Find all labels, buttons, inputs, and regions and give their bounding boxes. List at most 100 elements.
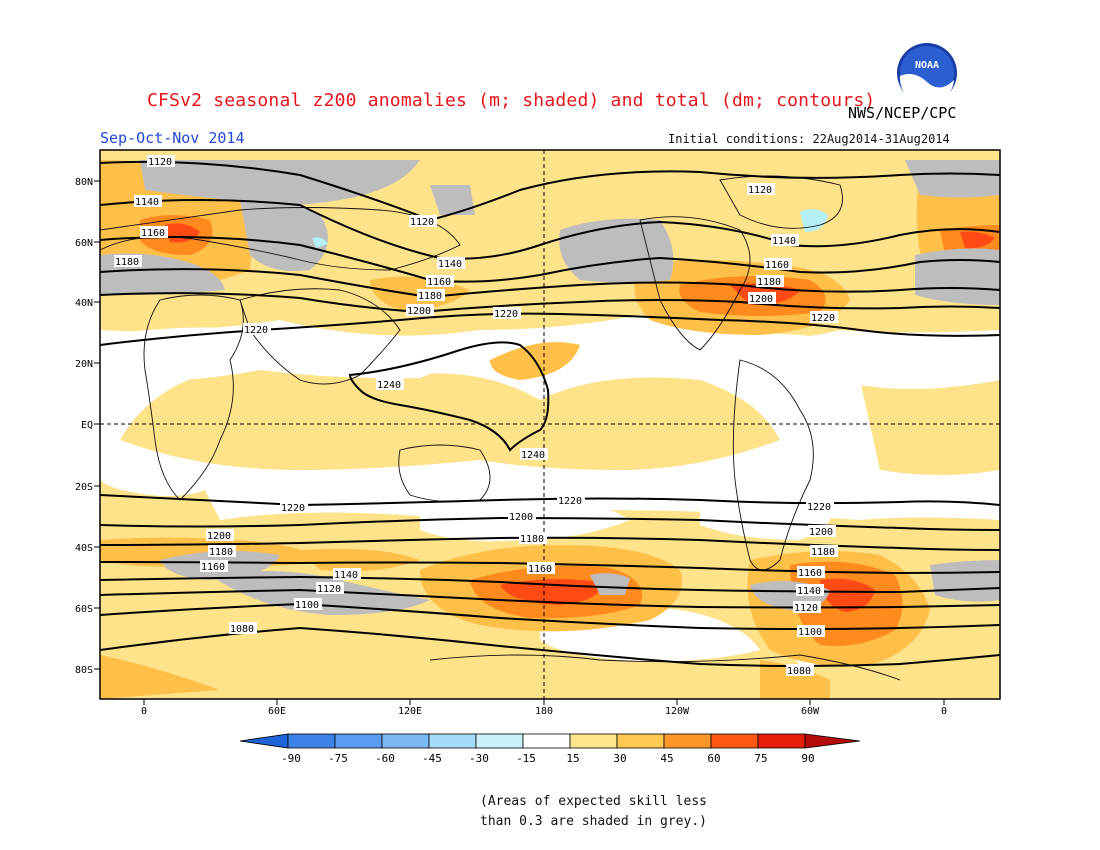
contour-1160-south (100, 561, 1000, 575)
contour-label-group: 1180 (417, 289, 445, 302)
contour-label-group: 1200 (206, 529, 234, 542)
contour-label: 1200 (509, 512, 533, 523)
contour-label-group: 1200 (406, 304, 434, 317)
contour-label: 1160 (141, 228, 165, 239)
contour-label: 1100 (798, 627, 822, 638)
agency-label: NWS/NCEP/CPC (848, 104, 957, 122)
colorbar-tick: -30 (469, 752, 489, 765)
colorbar-tick: 90 (801, 752, 814, 765)
contour-label-group: 1080 (229, 622, 257, 635)
contour-1140-south (100, 575, 1000, 594)
footnote-line-1: (Areas of expected skill less (480, 794, 707, 809)
contour-label-group: 1220 (243, 323, 271, 336)
noaa-logo-text: NOAA (915, 60, 939, 71)
colorbar-tick: -75 (328, 752, 348, 765)
colorbar-cell (287, 733, 336, 749)
contour-label: 1160 (427, 277, 451, 288)
colorbar-cell (475, 733, 524, 749)
contour-1140-north (100, 199, 1000, 260)
contour-1240-eq (348, 341, 550, 452)
longitude-axis: 0 60E 120E 180 120W 60W 0 (141, 699, 947, 717)
contour-label: 1240 (377, 380, 401, 391)
colorbar-tick: 15 (566, 752, 579, 765)
contour-label-group: 1120 (747, 183, 775, 196)
contour-label-group: 1160 (200, 560, 228, 573)
contour-label: 1120 (317, 584, 341, 595)
colorbar-cell (522, 733, 571, 749)
colorbar-tick: -60 (375, 752, 395, 765)
contour-label-group: 1180 (810, 545, 838, 558)
anomaly-neutral (100, 326, 1000, 665)
colorbar-ticks: -90 -75 -60 -45 -30 -15 15 30 45 60 75 9… (281, 752, 815, 765)
contour-1080-south (100, 626, 1000, 667)
colorbar (239, 733, 861, 749)
contour-label-group: 1220 (810, 311, 838, 324)
contour-label: 1220 (811, 313, 835, 324)
contour-label-group: 1080 (786, 664, 814, 677)
contour-label-group: 1180 (519, 532, 547, 545)
colorbar-right-arrow (804, 733, 861, 749)
map-plot-area (100, 150, 1000, 699)
footnote-line-2: than 0.3 are shaded in grey.) (480, 814, 707, 829)
colorbar-cell (334, 733, 383, 749)
contour-label-group: 1160 (764, 258, 792, 271)
lat-label: 60S (75, 604, 93, 615)
contour-label-group: 1220 (493, 307, 521, 320)
season-label: Sep-Oct-Nov 2014 (100, 129, 245, 147)
contour-label: 1120 (748, 185, 772, 196)
contour-label-group: 1160 (140, 226, 168, 239)
contour-label-group: 1220 (806, 500, 834, 513)
lon-label: 0 (141, 706, 147, 717)
lon-label: 120W (665, 706, 690, 717)
contour-label: 1160 (765, 260, 789, 271)
contour-label-group: 1140 (134, 195, 162, 208)
colorbar-tick: -15 (516, 752, 536, 765)
colorbar-cell (616, 733, 665, 749)
contour-label: 1220 (281, 503, 305, 514)
contour-label: 1080 (787, 666, 811, 677)
chart-title: CFSv2 seasonal z200 anomalies (m; shaded… (147, 90, 876, 111)
contour-label: 1100 (295, 600, 319, 611)
contour-label-group: 1160 (527, 562, 555, 575)
contour-label-group: 1120 (147, 155, 175, 168)
contour-label: 1160 (798, 568, 822, 579)
initial-conditions-label: Initial conditions: 22Aug2014-31Aug2014 (668, 132, 950, 146)
contour-label-group: 1120 (409, 215, 437, 228)
lat-label: EQ (81, 420, 93, 431)
contour-label-group: 1140 (437, 257, 465, 270)
contour-label: 1200 (407, 306, 431, 317)
contour-label-group: 1160 (426, 275, 454, 288)
contour-label-group: 1140 (796, 584, 824, 597)
contour-label: 1200 (749, 294, 773, 305)
colorbar-cell (757, 733, 806, 749)
contour-1180-north (100, 268, 1000, 299)
lon-label: 180 (535, 706, 553, 717)
contour-label-group: 1200 (508, 510, 536, 523)
contour-label: 1140 (797, 586, 821, 597)
contour-label-group: 1100 (294, 598, 322, 611)
colorbar-tick: 75 (754, 752, 767, 765)
colorbar-tick: 30 (613, 752, 626, 765)
colorbar-tick: 45 (660, 752, 673, 765)
lat-label: 80S (75, 665, 93, 676)
contour-label: 1180 (520, 534, 544, 545)
contour-label: 1180 (418, 291, 442, 302)
contour-1100-south (100, 602, 1000, 630)
contour-label: 1180 (811, 547, 835, 558)
contour-label-group: 1200 (808, 525, 836, 538)
contour-label: 1220 (494, 309, 518, 320)
contour-label-group: 1180 (114, 255, 142, 268)
contour-label: 1080 (230, 624, 254, 635)
colorbar-cell (663, 733, 712, 749)
lat-label: 60N (75, 238, 93, 249)
contour-label-group: 1120 (793, 601, 821, 614)
colorbar-tick: 60 (707, 752, 720, 765)
contour-label-group: 1220 (280, 501, 308, 514)
contour-label: 1140 (438, 259, 462, 270)
negative-anomaly-blue (312, 209, 828, 248)
lon-label: 0 (941, 706, 947, 717)
contour-label: 1140 (772, 236, 796, 247)
contour-label: 1220 (807, 502, 831, 513)
contour-label: 1180 (209, 547, 233, 558)
